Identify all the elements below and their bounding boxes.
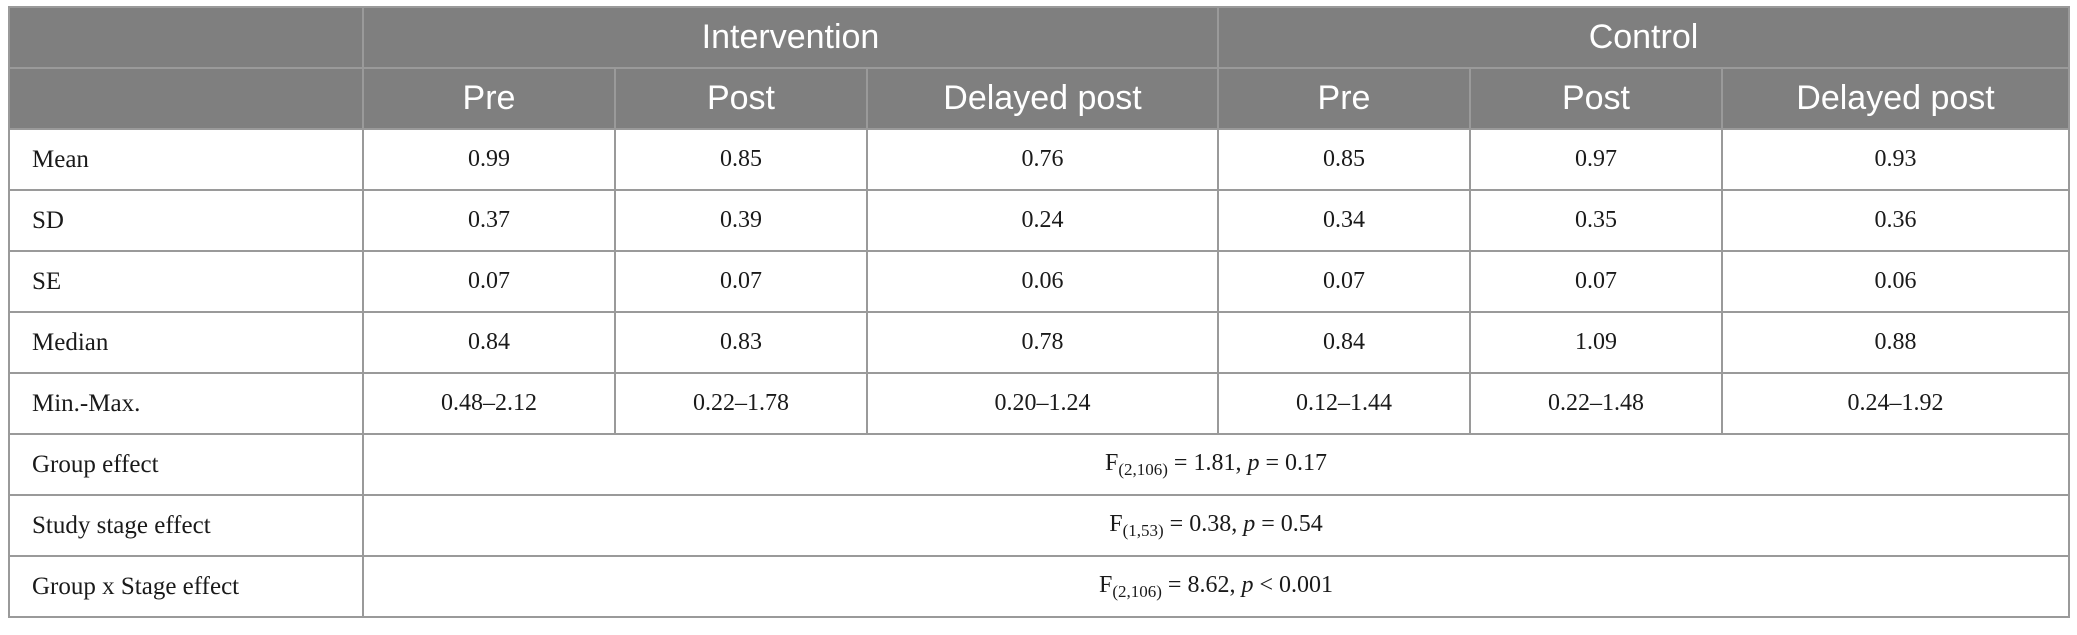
effect-row: Study stage effect F(1,53) = 0.38, p = 0… [8,494,2070,557]
table-cell: 0.35 [1469,189,1723,252]
table-cell: 0.97 [1469,128,1723,191]
row-label: Min.-Max. [8,372,364,435]
stat-value: = 1.81, [1167,449,1248,476]
table-row: Mean 0.99 0.85 0.76 0.85 0.97 0.93 [8,128,2070,191]
table-cell: 0.93 [1721,128,2070,191]
p-value: = 0.54 [1255,510,1323,537]
empty-corner-cell [8,67,364,130]
stat-symbol: F [1104,449,1119,476]
effect-statistic: F(2,106) = 8.62, p < 0.001 [362,555,2070,618]
table-cell: 0.07 [1469,250,1723,313]
effect-label: Study stage effect [8,494,364,557]
stage-header-intervention-delayed: Delayed post [866,67,1219,130]
stat-symbol: F [1109,510,1123,537]
table-cell: 0.22–1.78 [614,372,868,435]
table-cell: 0.06 [866,250,1219,313]
group-header-row: Intervention Control [8,6,2070,69]
degrees-of-freedom: (1,53) [1122,520,1164,540]
effect-statistic: F(2,106) = 1.81, p = 0.17 [362,433,2070,496]
table-container: Intervention Control Pre Post Delayed po… [8,6,2070,618]
stat-symbol: F [1098,571,1113,598]
p-value: = 0.17 [1259,449,1328,476]
table-cell: 0.84 [1217,311,1471,374]
table-cell: 0.78 [866,311,1219,374]
table-cell: 0.07 [362,250,616,313]
degrees-of-freedom: (2,106) [1112,581,1162,601]
p-symbol: p [1247,449,1260,476]
table-cell: 0.06 [1721,250,2070,313]
p-symbol: p [1241,571,1254,598]
stage-header-intervention-post: Post [614,67,868,130]
stage-header-control-pre: Pre [1217,67,1471,130]
stat-value: = 0.38, [1163,510,1244,537]
empty-corner-cell [8,6,364,69]
stat-value: = 8.62, [1161,571,1242,598]
row-label: SE [8,250,364,313]
table-cell: 0.83 [614,311,868,374]
effect-statistic: F(1,53) = 0.38, p = 0.54 [362,494,2070,557]
group-header-control: Control [1217,6,2070,69]
effect-row: Group x Stage effect F(2,106) = 8.62, p … [8,555,2070,618]
table-cell: 0.39 [614,189,868,252]
stage-header-intervention-pre: Pre [362,67,616,130]
table-cell: 0.76 [866,128,1219,191]
table-cell: 0.22–1.48 [1469,372,1723,435]
table-cell: 0.85 [614,128,868,191]
table-cell: 0.37 [362,189,616,252]
stage-header-control-post: Post [1469,67,1723,130]
degrees-of-freedom: (2,106) [1118,459,1168,479]
table-cell: 0.24 [866,189,1219,252]
table-cell: 0.07 [614,250,868,313]
effect-label: Group x Stage effect [8,555,364,618]
table-cell: 0.20–1.24 [866,372,1219,435]
effect-row: Group effect F(2,106) = 1.81, p = 0.17 [8,433,2070,496]
table-cell: 0.24–1.92 [1721,372,2070,435]
statistics-table: Intervention Control Pre Post Delayed po… [8,6,2070,618]
p-value: < 0.001 [1253,571,1334,598]
table-cell: 0.84 [362,311,616,374]
table-cell: 0.85 [1217,128,1471,191]
p-symbol: p [1243,510,1256,537]
table-row: Median 0.84 0.83 0.78 0.84 1.09 0.88 [8,311,2070,374]
table-cell: 0.07 [1217,250,1471,313]
table-cell: 0.36 [1721,189,2070,252]
table-cell: 0.99 [362,128,616,191]
table-row: SE 0.07 0.07 0.06 0.07 0.07 0.06 [8,250,2070,313]
table-cell: 1.09 [1469,311,1723,374]
table-cell: 0.88 [1721,311,2070,374]
row-label: Median [8,311,364,374]
table-cell: 0.48–2.12 [362,372,616,435]
table-cell: 0.12–1.44 [1217,372,1471,435]
stage-header-control-delayed: Delayed post [1721,67,2070,130]
table-cell: 0.34 [1217,189,1471,252]
effect-label: Group effect [8,433,364,496]
group-header-intervention: Intervention [362,6,1219,69]
row-label: Mean [8,128,364,191]
table-row: SD 0.37 0.39 0.24 0.34 0.35 0.36 [8,189,2070,252]
stage-header-row: Pre Post Delayed post Pre Post Delayed p… [8,67,2070,130]
row-label: SD [8,189,364,252]
table-row: Min.-Max. 0.48–2.12 0.22–1.78 0.20–1.24 … [8,372,2070,435]
